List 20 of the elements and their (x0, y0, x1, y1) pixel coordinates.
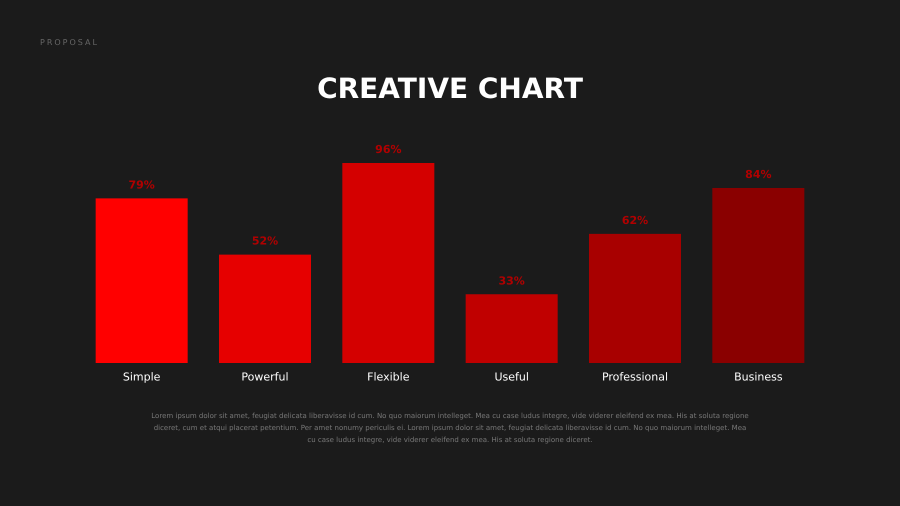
bar (712, 188, 804, 363)
data-label: 96% (375, 143, 402, 156)
bar (466, 294, 558, 363)
x-tick-label: Useful (494, 370, 529, 384)
text: PROPOSAL (40, 38, 99, 47)
bar (589, 234, 681, 363)
data-label: 62% (622, 214, 648, 227)
bar (342, 163, 434, 363)
bar (219, 254, 311, 363)
chart-title: CREATIVE CHART (316, 72, 584, 105)
x-tick-label: Simple (122, 370, 161, 384)
data-label: 52% (252, 234, 278, 248)
data-label: 33% (498, 274, 525, 288)
data-label: 79% (128, 178, 155, 192)
bar (96, 198, 188, 363)
x-tick-label: Powerful (241, 370, 289, 384)
x-tick-label: Professional (602, 370, 668, 384)
data-label: 84% (745, 168, 772, 181)
x-tick-label: Flexible (367, 370, 410, 384)
x-tick-label: Business (734, 370, 783, 384)
